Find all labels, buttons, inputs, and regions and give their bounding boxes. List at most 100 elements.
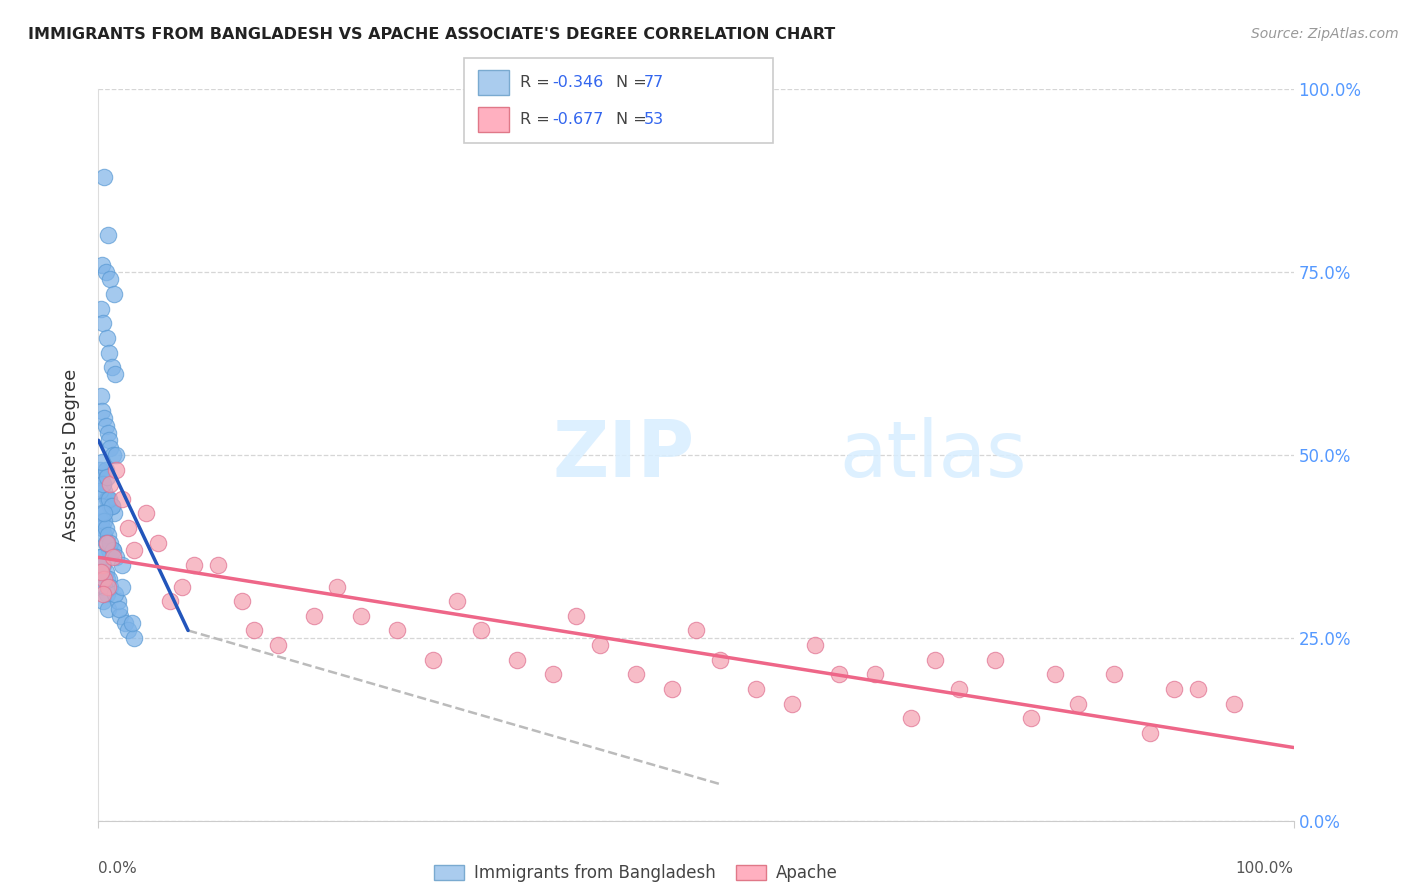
Point	[103, 507, 125, 521]
Point	[94, 565, 117, 579]
Point	[94, 521, 117, 535]
Text: IMMIGRANTS FROM BANGLADESH VS APACHE ASSOCIATE'S DEGREE CORRELATION CHART: IMMIGRANTS FROM BANGLADESH VS APACHE ASS…	[28, 27, 835, 42]
Point	[97, 580, 120, 594]
Point	[685, 624, 707, 638]
Point	[101, 448, 124, 462]
Point	[565, 608, 588, 623]
Point	[98, 491, 121, 506]
Point	[159, 594, 181, 608]
Point	[350, 608, 373, 623]
Point	[96, 331, 118, 345]
Point	[104, 587, 127, 601]
Point	[91, 507, 114, 521]
Point	[90, 389, 112, 403]
Point	[924, 653, 946, 667]
Legend: Immigrants from Bangladesh, Apache: Immigrants from Bangladesh, Apache	[427, 858, 845, 889]
Text: atlas: atlas	[839, 417, 1026, 493]
Point	[91, 477, 114, 491]
Point	[100, 360, 122, 375]
Point	[111, 580, 134, 594]
Point	[90, 499, 112, 513]
Point	[101, 543, 124, 558]
Point	[117, 624, 139, 638]
Point	[105, 462, 128, 476]
Point	[101, 550, 124, 565]
Y-axis label: Associate's Degree: Associate's Degree	[62, 368, 80, 541]
Point	[506, 653, 529, 667]
Point	[91, 521, 114, 535]
Point	[108, 608, 131, 623]
Point	[98, 345, 121, 359]
Point	[91, 594, 114, 608]
Point	[172, 580, 194, 594]
Point	[1163, 681, 1185, 696]
Point	[98, 272, 122, 286]
Text: 0.0%: 0.0%	[98, 861, 138, 876]
Text: -0.346: -0.346	[553, 76, 603, 90]
Point	[89, 462, 111, 476]
Text: R =: R =	[520, 76, 555, 90]
Text: ZIP: ZIP	[553, 417, 695, 493]
Point	[984, 653, 1007, 667]
Point	[94, 462, 117, 476]
Point	[111, 558, 134, 572]
Point	[121, 616, 143, 631]
Point	[1139, 726, 1161, 740]
Point	[104, 368, 127, 382]
Point	[589, 638, 612, 652]
Point	[96, 470, 118, 484]
Point	[105, 448, 128, 462]
Text: N =: N =	[616, 112, 652, 127]
Point	[98, 434, 121, 448]
Text: 77: 77	[644, 76, 664, 90]
Point	[93, 411, 115, 425]
Point	[97, 425, 120, 440]
Point	[446, 594, 468, 608]
Point	[243, 624, 266, 638]
Text: 100.0%: 100.0%	[1236, 861, 1294, 876]
Point	[94, 418, 117, 433]
Point	[135, 507, 157, 521]
Point	[93, 484, 115, 499]
Point	[91, 455, 114, 469]
Point	[98, 499, 122, 513]
Point	[231, 594, 253, 608]
Point	[745, 681, 768, 696]
Point	[709, 653, 731, 667]
Point	[103, 287, 125, 301]
Text: R =: R =	[520, 112, 555, 127]
Point	[96, 535, 118, 549]
Point	[98, 535, 122, 549]
Point	[828, 667, 851, 681]
Point	[96, 587, 118, 601]
Point	[100, 499, 122, 513]
Point	[98, 543, 121, 558]
Point	[89, 550, 111, 565]
Point	[422, 653, 444, 667]
Point	[96, 572, 118, 586]
Point	[124, 631, 146, 645]
Point	[90, 565, 112, 579]
Point	[93, 169, 115, 184]
Point	[1067, 697, 1090, 711]
Point	[105, 550, 128, 565]
Point	[91, 558, 114, 572]
Point	[183, 558, 205, 572]
Point	[91, 404, 114, 418]
Point	[948, 681, 970, 696]
Point	[117, 521, 139, 535]
Point	[101, 543, 124, 558]
Point	[89, 565, 111, 579]
Point	[91, 316, 114, 330]
Point	[89, 484, 111, 499]
Point	[91, 477, 114, 491]
Point	[98, 580, 122, 594]
Point	[93, 580, 115, 594]
Point	[96, 535, 118, 549]
Point	[267, 638, 290, 652]
Point	[97, 491, 120, 506]
Point	[780, 697, 803, 711]
Point	[97, 528, 120, 542]
Point	[90, 550, 112, 565]
Point	[91, 558, 114, 572]
